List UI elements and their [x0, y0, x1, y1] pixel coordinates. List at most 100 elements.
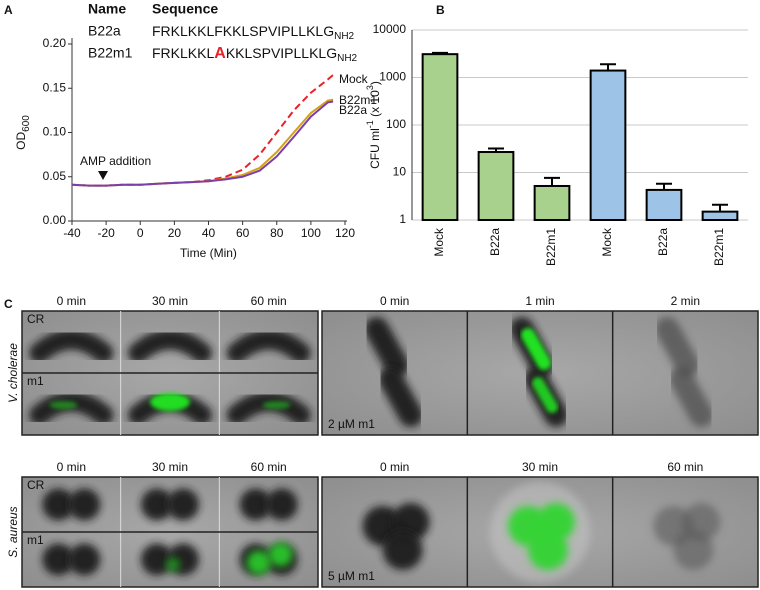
y-tick-label: 0.10 [43, 125, 67, 139]
x-tick-label: 40 [202, 226, 216, 240]
peptide-sequence: FRKLKKLAKKLSPVIPLLKLGNH2 [152, 45, 358, 64]
x-tick-label: Mock [600, 227, 614, 257]
bar [701, 210, 739, 222]
cell [246, 550, 271, 575]
time-label: 30 min [152, 294, 188, 308]
x-tick-label: B22a [656, 228, 670, 256]
row-label: m1 [27, 374, 44, 388]
cell [128, 329, 212, 363]
row-label: m1 [27, 533, 44, 547]
cell [532, 377, 558, 413]
x-tick-label: B22a [488, 228, 502, 256]
sequence-part: FRKLKKL [152, 45, 214, 61]
y-title-main: OD [14, 132, 28, 150]
y-title-sub: 600 [21, 115, 32, 132]
organism-label: S. aureus [6, 506, 20, 557]
y-tick-label: 0.20 [43, 36, 67, 50]
time-label: 2 min [671, 294, 700, 308]
y-axis-title: CFU ml-1 (x 103) [365, 81, 382, 169]
fluorescence [150, 393, 190, 411]
cell [29, 329, 114, 363]
series-line [71, 100, 334, 187]
fluorescence [262, 401, 291, 409]
cell [68, 488, 101, 521]
x-tick-label: 100 [301, 226, 321, 240]
y-tick-label: 10 [393, 165, 407, 179]
x-axis-title: Time (Min) [180, 246, 237, 260]
x-tick-label: -40 [63, 226, 81, 240]
peptide-sequence: FRKLKKLFKKLSPVIPLLKLGNH2 [152, 23, 355, 42]
cell [364, 317, 409, 377]
x-tick-label: -20 [97, 226, 115, 240]
cell [528, 530, 568, 570]
time-label: 0 min [380, 460, 409, 474]
amide-suffix: NH2 [337, 53, 357, 64]
table-header: Name [88, 1, 126, 17]
series-label: B22a [339, 103, 367, 117]
cell [239, 488, 272, 521]
series-label: B22m1 [339, 93, 377, 107]
cell [167, 488, 199, 521]
cell [378, 367, 423, 427]
time-label: 0 min [380, 294, 409, 308]
y-tick-label: 100 [386, 117, 406, 131]
error-bar [432, 51, 448, 55]
y-title-part: CFU ml [368, 128, 382, 169]
bar [477, 151, 515, 221]
bar [589, 69, 627, 222]
y-tick-label: 1000 [379, 70, 406, 84]
series-line [71, 74, 334, 187]
x-tick-label: 80 [270, 226, 284, 240]
cell [265, 488, 298, 521]
x-tick-label: 60 [236, 226, 250, 240]
fluorescence [49, 401, 78, 409]
error-bar [544, 176, 560, 186]
y-tick-label: 0.00 [43, 213, 67, 227]
series-line [71, 98, 334, 187]
x-tick-label: Mock [432, 227, 446, 257]
annotation-arrow [98, 171, 108, 180]
y-title-sup: -1 [365, 120, 375, 128]
peptide-name: B22m1 [88, 45, 133, 61]
cell [42, 488, 75, 521]
cell [655, 317, 700, 377]
sequence-part: FRKLKKLFKKLSPVIPLLKLG [152, 23, 334, 39]
y-title-sup: 3 [365, 85, 375, 90]
annotation: AMP addition [80, 154, 151, 168]
y-tick-label: 0.15 [43, 80, 67, 94]
error-bar [600, 63, 616, 71]
panel-label: B [436, 3, 445, 17]
error-bar [712, 203, 728, 212]
treatment-label: 5 µM m1 [328, 569, 375, 583]
x-tick-label: B22m1 [544, 228, 558, 266]
cell [268, 542, 293, 567]
x-tick-label: 0 [137, 226, 144, 240]
error-bar [488, 147, 504, 153]
series-label: Mock [339, 72, 369, 86]
cell [141, 488, 173, 521]
y-tick-label: 10000 [373, 22, 407, 36]
panel-label: A [4, 3, 13, 17]
table-header: Sequence [152, 1, 218, 17]
cell [29, 391, 114, 425]
error-bar [656, 182, 672, 190]
y-title-part: ) [368, 81, 382, 85]
y-axis-title: OD600 [14, 115, 31, 150]
x-tick-label: B22m1 [712, 228, 726, 266]
time-label: 60 min [667, 460, 703, 474]
time-label: 1 min [525, 294, 554, 308]
cell [166, 557, 180, 572]
cell [141, 543, 173, 576]
cell [226, 329, 311, 363]
cell [521, 328, 551, 370]
time-label: 60 min [251, 460, 287, 474]
row-label: CR [27, 312, 45, 326]
row-label: CR [27, 478, 45, 492]
bar [533, 184, 571, 221]
time-label: 60 min [251, 294, 287, 308]
organism-label: V. cholerae [6, 343, 20, 403]
cell [226, 391, 311, 425]
panel-label: C [4, 297, 13, 311]
